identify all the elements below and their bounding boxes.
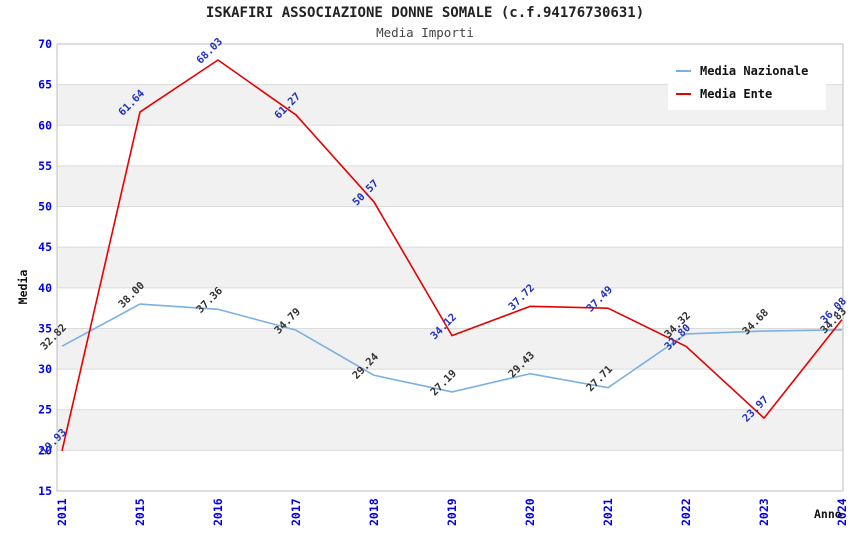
x-tick-label: 2020 xyxy=(523,498,537,526)
legend-swatch-icon xyxy=(676,69,691,72)
x-tick-label: 2022 xyxy=(679,498,693,526)
plot-band xyxy=(57,165,843,207)
y-tick-label: 50 xyxy=(38,200,52,214)
x-tick-label: 2024 xyxy=(835,498,849,526)
legend-label: Media Nazionale xyxy=(700,63,809,78)
y-tick-label: 60 xyxy=(38,118,52,132)
series-line-media-ente xyxy=(61,59,843,452)
x-tick-label: 2017 xyxy=(289,498,303,526)
y-tick-label: 30 xyxy=(38,362,52,376)
chart-subtitle: Media Importi xyxy=(376,25,474,40)
y-tick-label: 15 xyxy=(38,484,52,498)
point-label: 37.36 xyxy=(194,285,225,316)
x-tick-label: 2015 xyxy=(133,498,147,526)
x-tick-label: 2021 xyxy=(601,498,615,526)
x-tick-label: 2016 xyxy=(211,498,225,526)
legend-item-media-ente: Media Ente xyxy=(676,82,826,105)
y-tick-label: 70 xyxy=(38,37,52,51)
x-tick-label: 2023 xyxy=(757,498,771,526)
legend-item-media-nazionale: Media Nazionale xyxy=(676,59,826,82)
point-label: 27.19 xyxy=(428,368,459,399)
plot-band xyxy=(57,328,843,370)
y-tick-label: 35 xyxy=(38,321,52,335)
x-axis-title: Anno xyxy=(814,507,842,521)
legend-swatch-icon xyxy=(676,92,691,95)
chart-title: ISKAFIRI ASSOCIAZIONE DONNE SOMALE (c.f.… xyxy=(205,5,645,21)
plot-band xyxy=(57,409,843,451)
plot-border xyxy=(56,43,844,492)
series-line-media-nazionale xyxy=(61,303,843,393)
plot-band xyxy=(57,247,843,288)
y-tick-label: 55 xyxy=(38,159,52,173)
x-tick-label: 2011 xyxy=(55,498,69,526)
x-tick-label: 2019 xyxy=(445,498,459,526)
legend-label: Media Ente xyxy=(700,86,773,101)
y-tick-label: 65 xyxy=(38,78,52,92)
legend: Media Nazionale Media Ente xyxy=(668,54,826,110)
y-tick-label: 20 xyxy=(38,443,52,457)
y-tick-label: 40 xyxy=(38,281,52,295)
y-tick-label: 25 xyxy=(38,403,52,417)
x-tick-label: 2018 xyxy=(367,498,381,526)
y-tick-label: 45 xyxy=(38,240,52,254)
